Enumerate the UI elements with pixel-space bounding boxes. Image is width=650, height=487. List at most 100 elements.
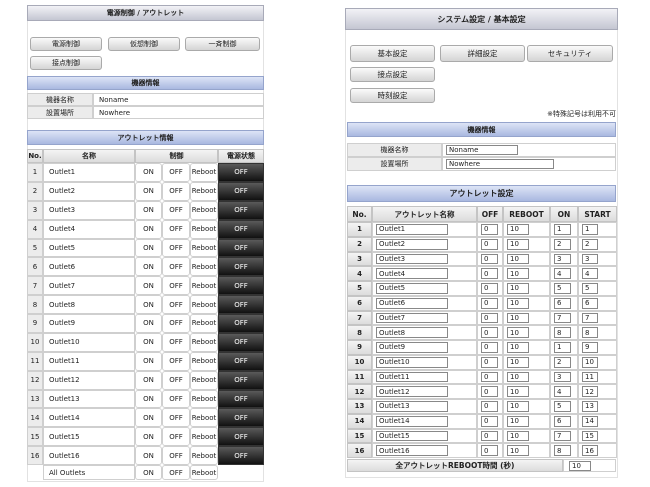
reboot-button[interactable]: Reboot [190, 446, 218, 465]
text-input[interactable]: 7 [554, 312, 571, 324]
text-input[interactable]: 0 [481, 312, 498, 324]
text-input[interactable]: Nowhere [446, 159, 554, 169]
off-button[interactable]: OFF [162, 465, 190, 480]
text-input[interactable]: 6 [582, 297, 598, 309]
text-input[interactable]: 10 [507, 401, 529, 412]
off-button[interactable]: OFF [162, 163, 190, 182]
on-button[interactable]: ON [135, 351, 162, 371]
text-input[interactable]: Outlet10 [376, 356, 448, 368]
text-input[interactable]: 16 [582, 445, 598, 456]
text-input[interactable]: 0 [481, 445, 498, 456]
off-button[interactable]: OFF [162, 370, 190, 390]
text-input[interactable]: 10 [507, 297, 529, 309]
text-input[interactable]: Outlet1 [376, 224, 448, 235]
text-input[interactable]: 15 [582, 430, 598, 442]
text-input[interactable]: 6 [554, 415, 571, 427]
text-input[interactable]: Outlet9 [376, 342, 448, 353]
text-input[interactable]: 7 [554, 430, 571, 442]
text-input[interactable]: 1 [582, 224, 598, 235]
text-input[interactable]: 0 [481, 268, 498, 279]
text-input[interactable]: 0 [481, 356, 498, 368]
text-input[interactable]: 0 [481, 430, 498, 442]
reboot-button[interactable]: Reboot [190, 314, 218, 333]
text-input[interactable]: 0 [481, 283, 498, 294]
text-input[interactable]: Outlet5 [376, 283, 448, 294]
text-input[interactable]: 10 [507, 356, 529, 368]
on-button[interactable]: ON [135, 370, 162, 390]
reboot-button[interactable]: Reboot [190, 332, 218, 352]
text-input[interactable]: 0 [481, 386, 498, 397]
text-input[interactable]: 9 [582, 342, 598, 353]
reboot-button[interactable]: Reboot [190, 408, 218, 428]
text-input[interactable]: Outlet8 [376, 327, 448, 338]
text-input[interactable]: 10 [507, 430, 529, 442]
off-button[interactable]: OFF [162, 276, 190, 296]
text-input[interactable]: 2 [582, 238, 598, 250]
text-input[interactable]: 4 [554, 386, 571, 397]
on-button[interactable]: ON [135, 163, 162, 182]
off-button[interactable]: OFF [162, 257, 190, 277]
text-input[interactable]: 10 [507, 415, 529, 427]
text-input[interactable]: Outlet16 [376, 445, 448, 456]
text-input[interactable]: 8 [582, 327, 598, 338]
text-input[interactable]: 10 [582, 356, 598, 368]
off-button[interactable]: OFF [162, 389, 190, 409]
text-input[interactable]: 10 [507, 238, 529, 250]
text-input[interactable]: Outlet4 [376, 268, 448, 279]
text-input[interactable]: Outlet12 [376, 386, 448, 397]
reboot-button[interactable]: Reboot [190, 389, 218, 409]
tab-button[interactable]: 一斉制御 [185, 37, 260, 51]
text-input[interactable]: 6 [554, 297, 571, 309]
tab-button[interactable]: 時刻設定 [350, 88, 435, 103]
text-input[interactable]: 5 [582, 283, 598, 294]
on-button[interactable]: ON [135, 427, 162, 447]
text-input[interactable]: 5 [554, 283, 571, 294]
text-input[interactable]: 3 [582, 253, 598, 265]
text-input[interactable]: 10 [507, 283, 529, 294]
tab-button[interactable]: 詳細設定 [440, 45, 525, 62]
off-button[interactable]: OFF [162, 314, 190, 333]
text-input[interactable]: 0 [481, 371, 498, 383]
off-button[interactable]: OFF [162, 408, 190, 428]
text-input[interactable]: 10 [507, 342, 529, 353]
text-input[interactable]: 10 [507, 312, 529, 324]
text-input[interactable]: 2 [554, 238, 571, 250]
text-input[interactable]: 10 [507, 445, 529, 456]
text-input[interactable]: 10 [507, 371, 529, 383]
text-input[interactable]: 4 [554, 268, 571, 279]
text-input[interactable]: 10 [507, 386, 529, 397]
text-input[interactable]: 0 [481, 327, 498, 338]
reboot-button[interactable]: Reboot [190, 200, 218, 220]
text-input[interactable]: 14 [582, 415, 598, 427]
off-button[interactable]: OFF [162, 446, 190, 465]
text-input[interactable]: 11 [582, 371, 598, 383]
text-input[interactable]: 5 [554, 401, 571, 412]
text-input[interactable]: 0 [481, 297, 498, 309]
text-input[interactable]: Outlet3 [376, 253, 448, 265]
text-input[interactable]: 1 [554, 224, 571, 235]
text-input[interactable]: 10 [507, 268, 529, 279]
on-button[interactable]: ON [135, 238, 162, 258]
text-input[interactable]: 10 [569, 461, 591, 471]
text-input[interactable]: Outlet15 [376, 430, 448, 442]
text-input[interactable]: 1 [554, 342, 571, 353]
text-input[interactable]: 13 [582, 401, 598, 412]
text-input[interactable]: 4 [582, 268, 598, 279]
on-button[interactable]: ON [135, 219, 162, 239]
reboot-button[interactable]: Reboot [190, 351, 218, 371]
tab-button[interactable]: 基本設定 [350, 45, 435, 62]
on-button[interactable]: ON [135, 295, 162, 314]
text-input[interactable]: Outlet6 [376, 297, 448, 309]
text-input[interactable]: 0 [481, 253, 498, 265]
reboot-button[interactable]: Reboot [190, 295, 218, 314]
tab-button[interactable]: 電源制御 [30, 37, 102, 51]
text-input[interactable]: 0 [481, 238, 498, 250]
tab-button[interactable]: 接点制御 [30, 56, 102, 70]
text-input[interactable]: 3 [554, 253, 571, 265]
text-input[interactable]: 12 [582, 386, 598, 397]
text-input[interactable]: 0 [481, 401, 498, 412]
text-input[interactable]: 10 [507, 224, 529, 235]
text-input[interactable]: 10 [507, 327, 529, 338]
on-button[interactable]: ON [135, 257, 162, 277]
reboot-button[interactable]: Reboot [190, 219, 218, 239]
